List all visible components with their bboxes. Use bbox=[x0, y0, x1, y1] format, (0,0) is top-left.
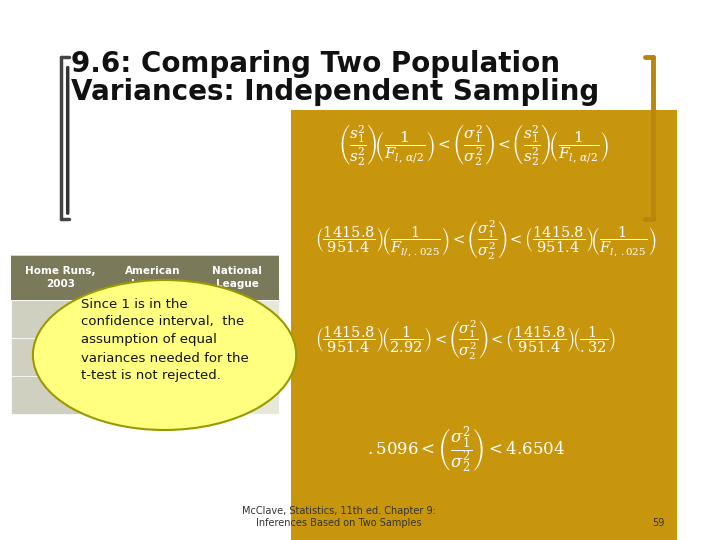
FancyBboxPatch shape bbox=[194, 255, 279, 300]
Text: n: n bbox=[56, 388, 65, 402]
Text: 178.5: 178.5 bbox=[133, 313, 171, 326]
FancyBboxPatch shape bbox=[194, 300, 279, 338]
Text: 169.25: 169.25 bbox=[214, 313, 260, 326]
Text: $.5096 < \left(\dfrac{\sigma_1^2}{\sigma_2^2}\right) < 4.6504$: $.5096 < \left(\dfrac{\sigma_1^2}{\sigma… bbox=[366, 424, 565, 476]
Text: σ²: σ² bbox=[54, 350, 68, 363]
Text: 1415.8: 1415.8 bbox=[129, 350, 176, 363]
FancyBboxPatch shape bbox=[194, 376, 279, 414]
Text: $\left(\dfrac{1415.8}{951.4}\right)\!\left(\dfrac{1}{F_{l/,\,.025}}\right) < \le: $\left(\dfrac{1415.8}{951.4}\right)\!\le… bbox=[315, 218, 657, 261]
FancyBboxPatch shape bbox=[12, 255, 110, 300]
Text: American
League: American League bbox=[125, 266, 180, 289]
Text: Home Runs,
2003: Home Runs, 2003 bbox=[25, 266, 96, 289]
Text: 951.4: 951.4 bbox=[218, 350, 256, 363]
FancyBboxPatch shape bbox=[12, 300, 110, 338]
FancyBboxPatch shape bbox=[110, 300, 194, 338]
Ellipse shape bbox=[33, 280, 296, 430]
FancyBboxPatch shape bbox=[12, 338, 110, 376]
Text: 14: 14 bbox=[144, 388, 161, 402]
Text: National
League: National League bbox=[212, 266, 262, 289]
Text: $\left(\dfrac{1415.8}{951.4}\right)\!\left(\dfrac{1}{2.92}\right) < \left(\dfrac: $\left(\dfrac{1415.8}{951.4}\right)\!\le… bbox=[315, 319, 616, 362]
FancyBboxPatch shape bbox=[110, 338, 194, 376]
FancyBboxPatch shape bbox=[110, 376, 194, 414]
Text: 16: 16 bbox=[228, 388, 246, 402]
Text: Variances: Independent Sampling: Variances: Independent Sampling bbox=[71, 78, 599, 106]
FancyBboxPatch shape bbox=[110, 255, 194, 300]
Text: μ: μ bbox=[56, 313, 65, 326]
Text: 9.6: Comparing Two Population: 9.6: Comparing Two Population bbox=[71, 50, 559, 78]
Text: 59: 59 bbox=[652, 518, 665, 528]
Text: Since 1 is in the
confidence interval,  the
assumption of equal
variances needed: Since 1 is in the confidence interval, t… bbox=[81, 298, 248, 382]
FancyBboxPatch shape bbox=[292, 110, 677, 540]
FancyBboxPatch shape bbox=[194, 338, 279, 376]
FancyBboxPatch shape bbox=[12, 376, 110, 414]
Text: $\left(\dfrac{s_1^2}{s_2^2}\right)\!\left(\dfrac{1}{F_{l,\,\alpha/2}}\right) < \: $\left(\dfrac{s_1^2}{s_2^2}\right)\!\lef… bbox=[338, 123, 608, 167]
Text: McClave, Statistics, 11th ed. Chapter 9:
Inferences Based on Two Samples: McClave, Statistics, 11th ed. Chapter 9:… bbox=[242, 507, 436, 528]
